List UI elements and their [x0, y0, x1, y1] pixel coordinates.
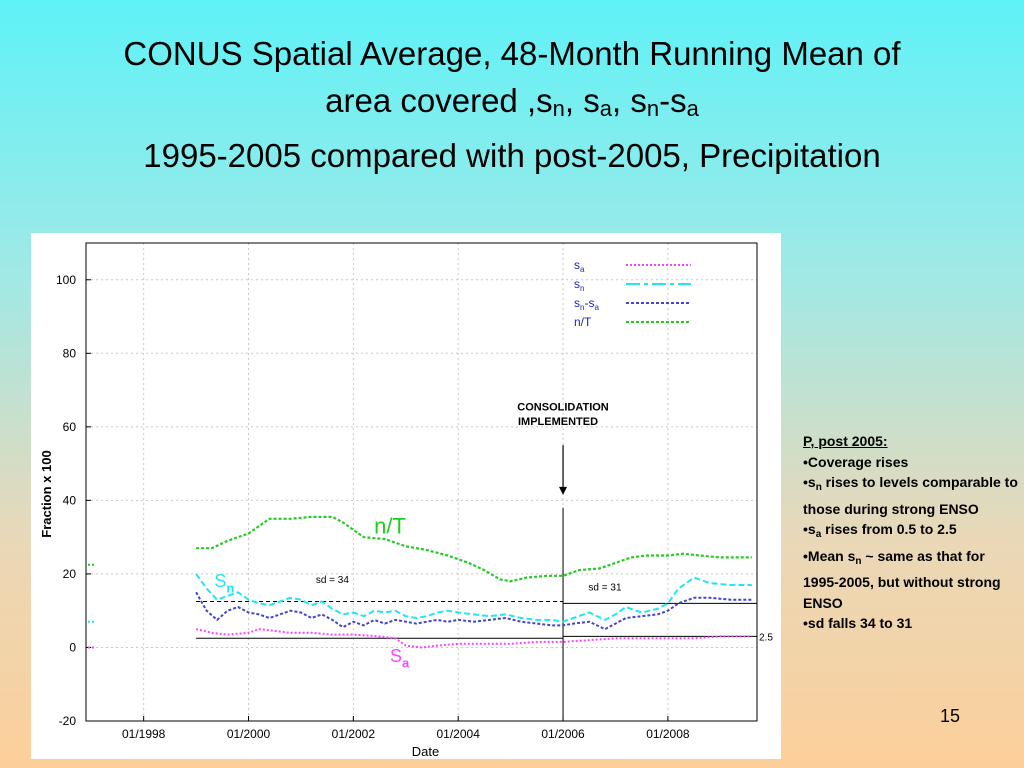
x-tick-label: 01/2000: [227, 727, 271, 741]
y-tick-label: 20: [63, 567, 77, 581]
note-1: •Coverage rises: [803, 453, 909, 470]
notes-box: P, post 2005: •Coverage rises •sn rises …: [803, 431, 1018, 634]
x-tick-label: 01/2004: [437, 727, 481, 741]
title-line-1: CONUS Spatial Average, 48-Month Running …: [123, 35, 901, 72]
y-tick-label: 0: [69, 640, 76, 654]
y-tick-label: 40: [63, 493, 77, 507]
note-5: •sd falls 34 to 31: [803, 615, 913, 631]
y-tick-label: 100: [56, 273, 76, 287]
x-tick-label: 01/2008: [646, 727, 690, 741]
title-line-2: area covered ,sn, sa, sn-sa: [325, 82, 699, 121]
label-sn-sub: n: [226, 580, 234, 595]
y-tick-label: 60: [63, 420, 77, 434]
label-nT: n/T: [374, 513, 406, 538]
notes-heading: P, post 2005:: [803, 433, 888, 449]
slide-title: CONUS Spatial Average, 48-Month Running …: [0, 30, 1024, 179]
x-tick-label: 01/1998: [122, 727, 166, 741]
y-axis-label: Fraction x 100: [39, 450, 54, 537]
legend-label: sa: [574, 258, 585, 274]
x-tick-label: 01/2006: [541, 727, 585, 741]
chart-panel: -20 0 20 40 60 80 100 01/1998 01/2000 01/2002 01/2…: [31, 233, 781, 759]
series-line-sa: [195, 628, 752, 649]
legend-label: n/T: [574, 315, 592, 329]
series-line-sn: [195, 573, 752, 623]
y-tick-label: -20: [59, 714, 77, 728]
sd-left-label: sd = 34: [316, 575, 350, 586]
series-line-nT: [196, 515, 752, 583]
series-line-sn_sa: [195, 591, 752, 631]
label-sn-main: S: [214, 571, 226, 591]
x-axis-label: Date: [412, 744, 439, 759]
sd-right-label: sd = 31: [588, 582, 622, 593]
line-chart: -20 0 20 40 60 80 100 01/1998 01/2000 01/2002 01/2…: [39, 242, 773, 759]
consolidation-label-1: CONSOLIDATION: [517, 401, 609, 413]
note-3: •sa rises from 0.5 to 2.5: [803, 521, 957, 540]
y-tick-label: 80: [63, 346, 77, 360]
label-sa-sub: a: [402, 656, 410, 671]
arrow-head: [559, 486, 568, 495]
right-value-label: 2.5: [759, 632, 773, 643]
legend-label: sn: [574, 277, 584, 293]
label-sa-main: S: [390, 646, 402, 666]
page-number: 15: [940, 706, 961, 726]
title-line-3: 1995-2005 compared with post-2005, Preci…: [143, 137, 881, 174]
plot-frame: [85, 242, 758, 722]
consolidation-label-2: IMPLEMENTED: [518, 416, 598, 428]
note-4: •Mean sn ~ same as that for 1995-2005, b…: [803, 547, 1001, 611]
x-tick-label: 01/2002: [332, 727, 376, 741]
legend-label: sn-sa: [574, 296, 599, 312]
note-2: •sn rises to levels comparable to those …: [803, 474, 1018, 517]
